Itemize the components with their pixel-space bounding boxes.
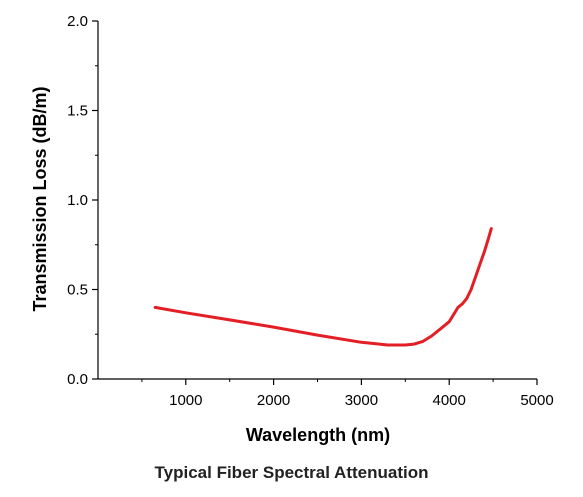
y-axis-title: Transmission Loss (dB/m) xyxy=(30,86,50,311)
x-tick-label: 2000 xyxy=(257,392,290,409)
series-layer xyxy=(153,227,493,347)
x-tick-label: 3000 xyxy=(345,392,378,409)
series-line xyxy=(153,227,493,347)
chart-svg: 0.0 0.5 1.0 1.5 2.0 1000 2000 3000 4000 5000 Wave… xyxy=(30,13,554,445)
x-tick-label: 1000 xyxy=(169,392,202,409)
axes xyxy=(97,21,537,380)
y-tick-label: 1.0 xyxy=(67,192,88,209)
y-tick-label: 0.5 xyxy=(67,282,88,299)
x-tick-label: 4000 xyxy=(433,392,466,409)
ticks: 0.0 0.5 1.0 1.5 2.0 1000 2000 3000 4000 5000 xyxy=(67,13,554,409)
x-axis-title: Wavelength (nm) xyxy=(246,425,390,445)
y-tick-label: 1.5 xyxy=(67,103,88,120)
y-tick-label: 2.0 xyxy=(67,13,88,30)
x-tick-label: 5000 xyxy=(520,392,553,409)
chart-caption: Typical Fiber Spectral Attenuation xyxy=(154,463,429,482)
y-tick-label: 0.0 xyxy=(67,371,88,388)
